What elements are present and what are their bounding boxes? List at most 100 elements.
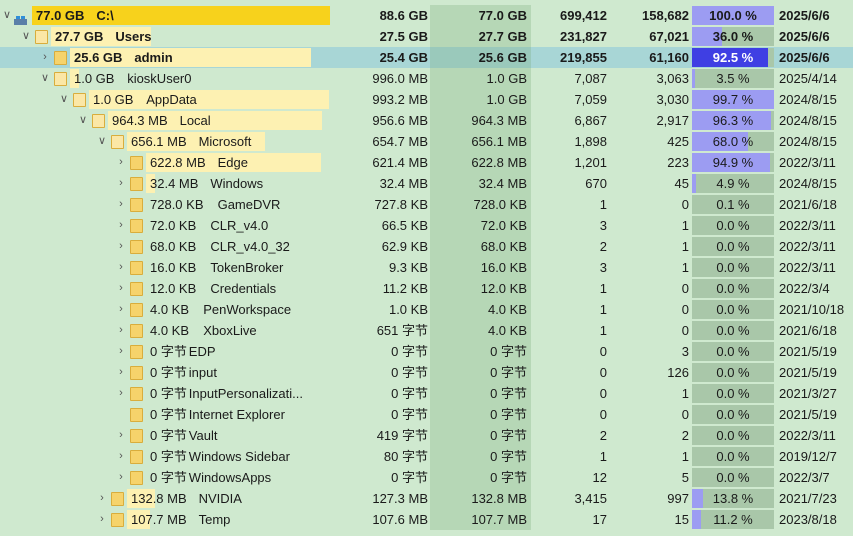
folder-icon <box>130 282 143 296</box>
tree-row[interactable]: › 622.8 MB Edge 621.4 MB 622.8 MB 1,201 223 94.… <box>0 152 853 173</box>
allocated-value: 0 字节 <box>430 467 531 488</box>
folder-icon <box>130 177 143 191</box>
percent-bar-fill <box>692 153 770 172</box>
folders-count: 0 <box>681 323 689 338</box>
allocated-value: 656.1 MB <box>430 131 531 152</box>
chevron-right-icon[interactable]: › <box>119 156 123 168</box>
percent-bar: 100.0 % <box>692 6 774 25</box>
chevron-right-icon[interactable]: › <box>119 387 123 399</box>
chevron-right-icon[interactable]: › <box>119 450 123 462</box>
tree-row[interactable]: › 0 字节 WindowsApps 0 字节 0 字节 12 5 0.0 % 2022/3/7 <box>0 467 853 488</box>
percent-value: 0.0 % <box>716 365 750 380</box>
modified-date: 2019/12/7 <box>779 449 837 464</box>
percent-bar: 11.2 % <box>692 510 774 529</box>
chevron-right-icon[interactable]: › <box>119 219 123 231</box>
chevron-right-icon[interactable]: › <box>119 261 123 273</box>
files-count: 2 <box>599 428 607 443</box>
size-value: 80 字节 <box>383 449 428 464</box>
folder-icon <box>111 135 124 149</box>
folders-count: 223 <box>667 155 689 170</box>
tree-row[interactable]: ∨ 656.1 MB Microsoft 654.7 MB 656.1 MB 1,898 4… <box>0 131 853 152</box>
tree-row[interactable]: › 4.0 KB PenWorkspace 1.0 KB 4.0 KB 1 0 0.0 % 20… <box>0 299 853 320</box>
allocated-value: 68.0 KB <box>430 236 531 257</box>
percent-bar: 0.1 % <box>692 195 774 214</box>
folder-name: Internet Explorer <box>188 407 285 422</box>
chevron-right-icon[interactable]: › <box>100 492 104 504</box>
modified-date: 2025/6/6 <box>779 50 830 65</box>
percent-value: 0.0 % <box>716 218 750 233</box>
percent-cell: 11.2 % <box>692 509 775 530</box>
allocated-value: 72.0 KB <box>430 215 531 236</box>
tree-row[interactable]: › 132.8 MB NVIDIA 127.3 MB 132.8 MB 3,415 997 1… <box>0 488 853 509</box>
chevron-down-icon[interactable]: ∨ <box>2 9 12 21</box>
percent-bar: 0.0 % <box>692 363 774 382</box>
tree-row[interactable]: › 68.0 KB CLR_v4.0_32 62.9 KB 68.0 KB 2 1 0.0 %… <box>0 236 853 257</box>
chevron-right-icon[interactable]: › <box>43 51 47 63</box>
tree-row[interactable]: › 0 字节 input 0 字节 0 字节 0 126 0.0 % 2021/5/19 <box>0 362 853 383</box>
folder-name: CLR_v4.0_32 <box>210 239 290 254</box>
chevron-right-icon[interactable]: › <box>100 513 104 525</box>
percent-value: 94.9 % <box>712 155 754 170</box>
modified-date: 2022/3/11 <box>779 218 836 233</box>
modified-date: 2022/3/11 <box>779 239 836 254</box>
tree-row[interactable]: › 25.6 GB admin 25.4 GB 25.6 GB 219,855 61,160… <box>0 47 853 68</box>
size-value: 32.4 MB <box>379 176 428 191</box>
tree-row[interactable]: ∨ 77.0 GB C:\ 88.6 GB 77.0 GB 699,412 158,682 1… <box>0 5 853 26</box>
size-label: 622.8 MB <box>150 155 206 170</box>
tree-row[interactable]: › 0 字节 EDP 0 字节 0 字节 0 3 0.0 % 2021/5/19 <box>0 341 853 362</box>
tree-row[interactable]: ∨ 27.7 GB Users 27.5 GB 27.7 GB 231,827 67,021… <box>0 26 853 47</box>
chevron-down-icon[interactable]: ∨ <box>40 72 50 84</box>
chevron-down-icon[interactable]: ∨ <box>21 30 31 42</box>
modified-date: 2021/7/23 <box>779 491 837 506</box>
tree-row[interactable]: 0 字节 Internet Explorer 0 字节 0 字节 0 0 0.0 % 2021… <box>0 404 853 425</box>
size-bar <box>127 510 150 529</box>
chevron-right-icon[interactable]: › <box>119 324 123 336</box>
chevron-right-icon[interactable]: › <box>119 429 123 441</box>
size-label: 72.0 KB <box>150 218 197 233</box>
chevron-right-icon[interactable]: › <box>119 303 123 315</box>
allocated-value: 107.7 MB <box>430 509 531 530</box>
tree-row[interactable]: › 72.0 KB CLR_v4.0 66.5 KB 72.0 KB 3 1 0.0 % 202… <box>0 215 853 236</box>
folder-name: InputPersonalizati... <box>188 386 303 401</box>
chevron-right-icon[interactable]: › <box>119 177 123 189</box>
tree-row[interactable]: › 0 字节 InputPersonalizati... 0 字节 0 字节 0 1 0.0 … <box>0 383 853 404</box>
chevron-right-icon[interactable]: › <box>119 198 123 210</box>
size-value: 25.4 GB <box>379 50 428 65</box>
size-label: 1.0 GB <box>93 92 134 107</box>
chevron-down-icon[interactable]: ∨ <box>97 135 107 147</box>
tree-row[interactable]: ∨ 964.3 MB Local 956.6 MB 964.3 MB 6,867 2,917… <box>0 110 853 131</box>
folder-name: kioskUser0 <box>127 71 192 86</box>
chevron-right-icon[interactable]: › <box>119 345 123 357</box>
tree-row[interactable]: ∨ 1.0 GB AppData 993.2 MB 1.0 GB 7,059 3,030 99… <box>0 89 853 110</box>
percent-value: 36.0 % <box>712 29 754 44</box>
size-value: 9.3 KB <box>388 260 428 275</box>
percent-value: 0.0 % <box>716 428 750 443</box>
chevron-right-icon[interactable]: › <box>119 366 123 378</box>
chevron-right-icon[interactable]: › <box>119 240 123 252</box>
tree-row[interactable]: › 32.4 MB Windows 32.4 MB 32.4 MB 670 45 4.9 % 2… <box>0 173 853 194</box>
tree-row[interactable]: › 12.0 KB Credentials 11.2 KB 12.0 KB 1 0 0.0 %… <box>0 278 853 299</box>
files-count: 0 <box>599 344 607 359</box>
allocated-value: 0 字节 <box>430 404 531 425</box>
size-bar <box>127 489 155 508</box>
percent-bar-fill <box>692 6 774 25</box>
folder-icon <box>130 408 143 422</box>
name-cell: › 32.4 MB Windows <box>0 173 330 194</box>
chevron-down-icon[interactable]: ∨ <box>59 93 69 105</box>
tree-row[interactable]: › 728.0 KB GameDVR 727.8 KB 728.0 KB 1 0 0.1 % 2… <box>0 194 853 215</box>
tree-row[interactable]: › 0 字节 Vault 419 字节 0 字节 2 2 0.0 % 2022/3/11 <box>0 425 853 446</box>
percent-bar: 0.0 % <box>692 321 774 340</box>
chevron-right-icon[interactable]: › <box>119 282 123 294</box>
tree-row[interactable]: › 107.7 MB Temp 107.6 MB 107.7 MB 17 15 11.2 % 2… <box>0 509 853 530</box>
tree-row[interactable]: ∨ 1.0 GB kioskUser0 996.0 MB 1.0 GB 7,087 3,06… <box>0 68 853 89</box>
folder-icon <box>54 72 67 86</box>
tree-row[interactable]: › 4.0 KB XboxLive 651 字节 4.0 KB 1 0 0.0 % 2021/6… <box>0 320 853 341</box>
tree-row[interactable]: › 16.0 KB TokenBroker 9.3 KB 16.0 KB 3 1 0.0 % 2… <box>0 257 853 278</box>
percent-value: 0.0 % <box>716 281 750 296</box>
percent-bar: 0.0 % <box>692 237 774 256</box>
tree-row[interactable]: › 0 字节 Windows Sidebar 80 字节 0 字节 1 1 0.0 % 2019… <box>0 446 853 467</box>
chevron-right-icon[interactable]: › <box>119 471 123 483</box>
allocated-value: 27.7 GB <box>430 26 531 47</box>
percent-bar: 0.0 % <box>692 447 774 466</box>
chevron-down-icon[interactable]: ∨ <box>78 114 88 126</box>
